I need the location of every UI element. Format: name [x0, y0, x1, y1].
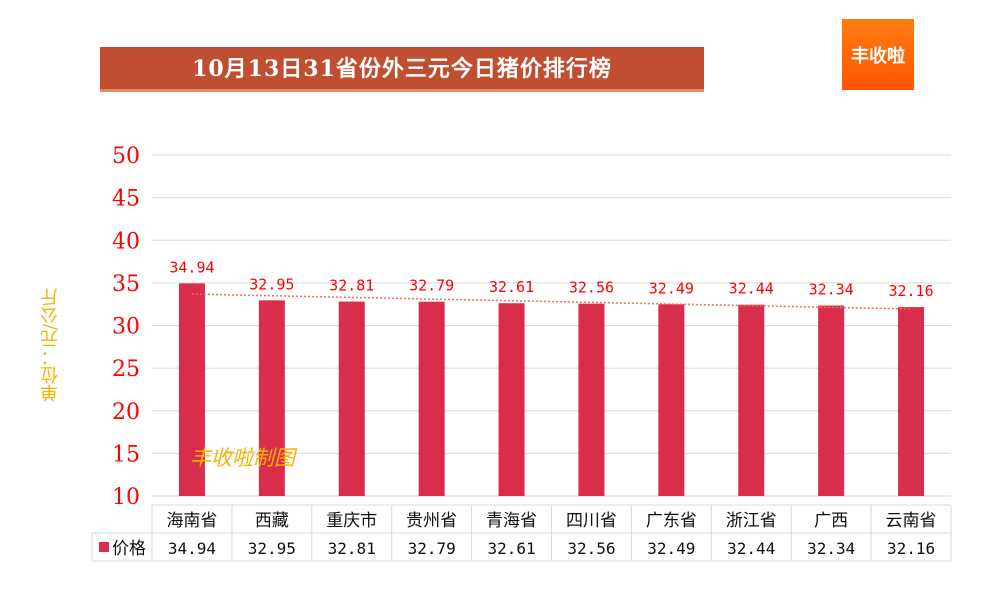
data-label: 32.61 [489, 278, 534, 296]
table-value: 32.79 [408, 539, 456, 558]
bar [178, 283, 205, 496]
y-tick-label: 50 [112, 144, 140, 169]
data-label: 34.94 [169, 258, 214, 276]
x-category-label: 四川省 [566, 511, 617, 531]
table-value: 32.61 [487, 539, 535, 558]
bar [738, 304, 765, 496]
y-tick-label: 40 [112, 229, 140, 254]
bar [338, 301, 365, 496]
legend-label: 价格 [112, 539, 146, 559]
data-label: 32.34 [809, 281, 854, 299]
data-label: 32.56 [569, 279, 614, 297]
bar [658, 304, 685, 496]
data-label: 32.16 [888, 282, 933, 300]
x-category-label: 青海省 [486, 511, 537, 531]
bar [498, 303, 525, 496]
table-value: 32.16 [887, 539, 935, 558]
x-category-label: 浙江省 [726, 511, 777, 531]
x-category-label: 云南省 [886, 511, 937, 531]
table-value: 32.44 [727, 539, 775, 558]
data-label: 32.79 [409, 277, 454, 295]
chart-title: 10月13日31省份外三元今日猪价排行榜 [100, 47, 704, 92]
bar [818, 305, 845, 496]
x-category-label: 贵州省 [406, 511, 457, 531]
bar [258, 300, 285, 496]
legend-swatch [99, 542, 109, 552]
bar [898, 307, 925, 496]
table-value: 32.56 [567, 539, 615, 558]
table-value: 32.49 [647, 539, 695, 558]
data-label: 32.49 [649, 279, 694, 297]
table-value: 34.94 [168, 539, 216, 558]
y-tick-label: 45 [112, 187, 140, 212]
x-category-label: 广西 [814, 511, 848, 531]
y-tick-label: 30 [112, 315, 140, 340]
x-category-label: 海南省 [166, 511, 217, 531]
bar [578, 303, 605, 496]
table-value: 32.34 [807, 539, 855, 558]
table-value: 32.95 [248, 539, 296, 558]
data-label: 32.81 [329, 277, 374, 295]
watermark: 丰收啦制图 [190, 446, 295, 470]
trendline [191, 293, 912, 310]
x-category-label: 西藏 [255, 511, 289, 531]
data-label: 32.95 [249, 275, 294, 293]
y-tick-label: 25 [112, 357, 140, 382]
table-value: 32.81 [328, 539, 376, 558]
y-tick-label: 10 [112, 485, 140, 510]
data-label: 32.44 [729, 280, 774, 298]
y-tick-label: 15 [112, 442, 140, 467]
bar [418, 301, 445, 496]
y-tick-label: 35 [112, 272, 140, 297]
x-category-label: 广东省 [646, 511, 697, 531]
x-category-label: 重庆市 [326, 511, 377, 531]
logo: 丰收啦 [842, 19, 914, 90]
y-tick-label: 20 [112, 400, 140, 425]
